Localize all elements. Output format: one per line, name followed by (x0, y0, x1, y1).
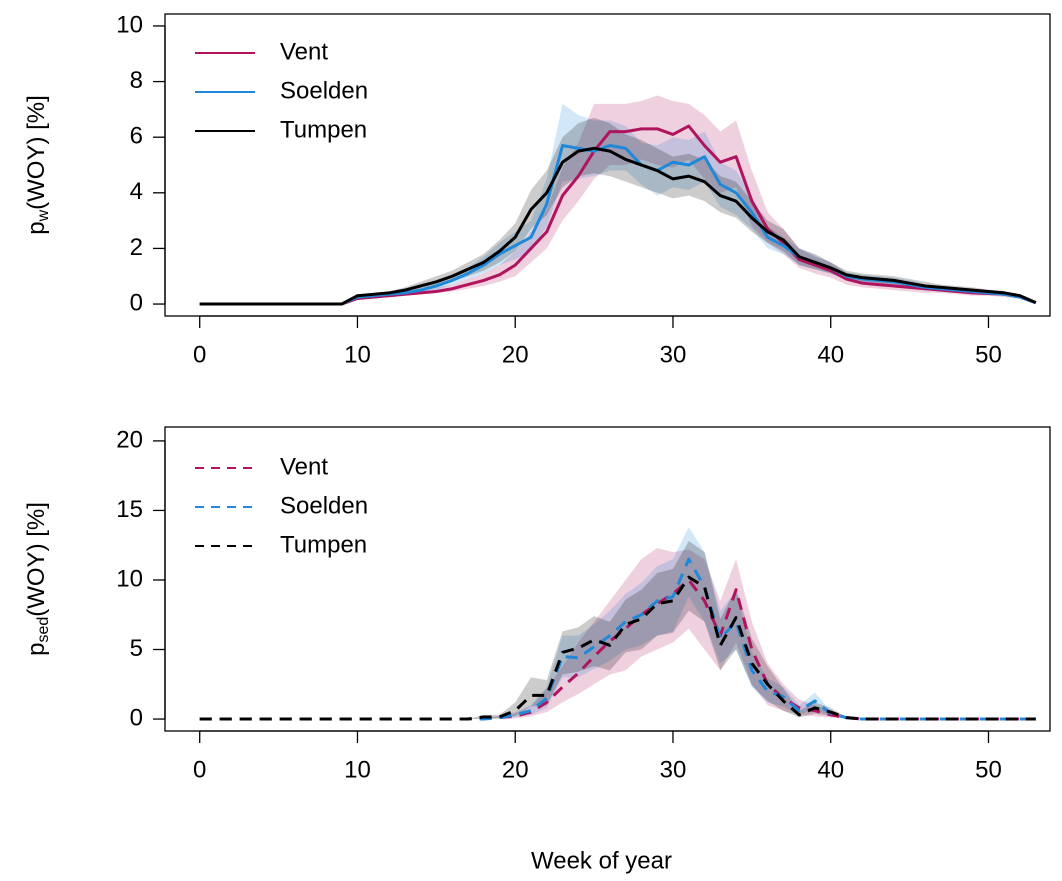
y-axis-label-part: p (23, 221, 50, 234)
x-tick-label: 10 (344, 756, 371, 783)
y-axis-label-part: w (35, 209, 52, 222)
y-tick-label: 20 (116, 426, 143, 453)
y-tick-label: 10 (116, 565, 143, 592)
uncertainty-band (199, 527, 1036, 720)
series-line (199, 575, 1036, 721)
x-tick-label: 20 (502, 341, 529, 368)
x-tick-label: 30 (660, 341, 687, 368)
x-tick-label: 20 (502, 756, 529, 783)
y-axis-label-part: (WOY) [%] (23, 502, 50, 617)
legend-label: Vent (280, 38, 328, 65)
x-tick-label: 50 (975, 341, 1002, 368)
y-tick-label: 2 (130, 234, 143, 261)
x-tick-label: 10 (344, 341, 371, 368)
x-tick-label: 40 (817, 341, 844, 368)
uncertainty-band (199, 95, 1036, 305)
y-tick-label: 8 (130, 67, 143, 94)
x-tick-label: 50 (975, 756, 1002, 783)
y-axis-label-part: (WOY) [%] (23, 95, 50, 210)
uncertainty-band (199, 103, 1036, 305)
legend-label: Tumpen (280, 116, 367, 143)
x-tick-label: 40 (817, 756, 844, 783)
y-tick-label: 0 (130, 289, 143, 316)
x-axis-label: Week of year (531, 847, 672, 874)
y-tick-label: 5 (130, 635, 143, 662)
series-line (199, 557, 1036, 721)
legend-label: Tumpen (280, 531, 367, 558)
y-tick-label: 15 (116, 496, 143, 523)
y-axis-label-part: sed (35, 617, 52, 643)
x-tick-label: 0 (193, 341, 206, 368)
x-tick-label: 30 (660, 756, 687, 783)
x-tick-label: 0 (193, 756, 206, 783)
legend-label: Soelden (280, 77, 368, 104)
y-axis-label-part: p (23, 643, 50, 656)
y-axis-label: pw(WOY) [%] (23, 95, 52, 235)
legend-label: Vent (280, 453, 328, 480)
y-tick-label: 6 (130, 123, 143, 150)
y-axis-label: psed(WOY) [%] (23, 502, 52, 656)
y-tick-label: 4 (130, 178, 143, 205)
y-tick-label: 10 (116, 11, 143, 38)
legend-label: Soelden (280, 492, 368, 519)
y-tick-label: 0 (130, 704, 143, 731)
series-line (199, 146, 1037, 306)
